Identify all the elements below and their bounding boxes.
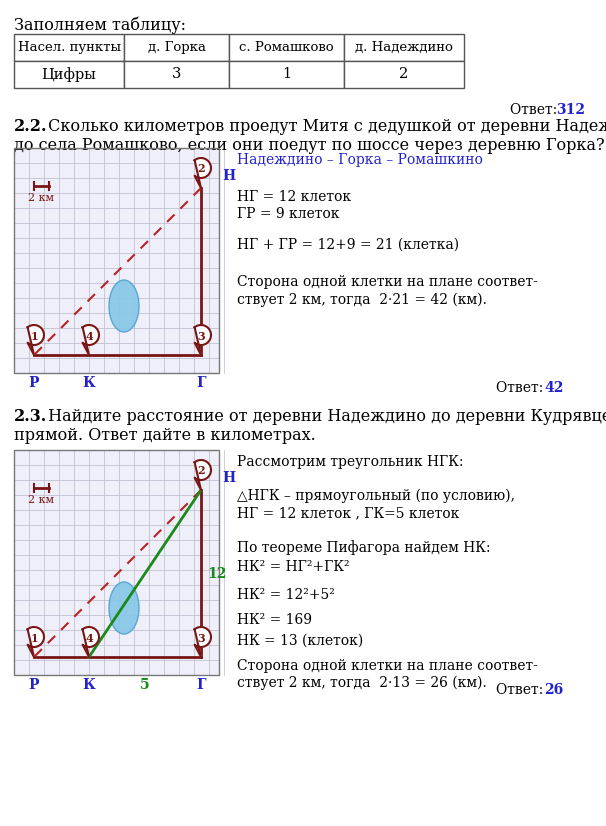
Polygon shape xyxy=(28,627,44,657)
Polygon shape xyxy=(195,460,211,490)
Text: 1: 1 xyxy=(30,330,38,341)
Text: ствует 2 км, тогда  2·13 = 26 (км).: ствует 2 км, тогда 2·13 = 26 (км). xyxy=(237,676,487,691)
Text: К: К xyxy=(82,376,95,390)
Polygon shape xyxy=(82,325,99,355)
Text: 2: 2 xyxy=(197,466,205,477)
Text: НГ = 12 клеток , ГК=5 клеток: НГ = 12 клеток , ГК=5 клеток xyxy=(237,506,459,520)
Text: с. Ромашково: с. Ромашково xyxy=(239,41,334,54)
Text: 42: 42 xyxy=(544,381,564,395)
Text: По теореме Пифагора найдем НК:: По теореме Пифагора найдем НК: xyxy=(237,540,490,555)
Text: 312: 312 xyxy=(556,103,585,117)
Text: Г: Г xyxy=(196,678,206,692)
Text: Надеждино – Горка – Ромашкино: Надеждино – Горка – Ромашкино xyxy=(237,153,483,167)
Text: Ответ:: Ответ: xyxy=(496,381,548,395)
Text: 2.3.: 2.3. xyxy=(14,408,47,425)
Text: до села Ромашково, если они поедут по шоссе через деревню Горка?: до села Ромашково, если они поедут по шо… xyxy=(14,137,605,154)
Text: ствует 2 км, тогда  2·21 = 42 (км).: ствует 2 км, тогда 2·21 = 42 (км). xyxy=(237,292,487,306)
Polygon shape xyxy=(28,325,44,355)
Text: 2: 2 xyxy=(197,164,205,174)
Text: Р: Р xyxy=(28,678,39,692)
Text: 12: 12 xyxy=(207,567,227,581)
Text: Н: Н xyxy=(222,169,235,183)
Text: △НГК – прямоугольный (по условию),: △НГК – прямоугольный (по условию), xyxy=(237,489,515,503)
Bar xyxy=(14,61,124,88)
Text: 2.2.: 2.2. xyxy=(14,118,47,135)
Polygon shape xyxy=(195,158,211,188)
Text: 26: 26 xyxy=(544,683,563,697)
Text: 5: 5 xyxy=(140,678,150,692)
Bar xyxy=(124,34,229,61)
Bar xyxy=(124,61,229,88)
Text: Р: Р xyxy=(28,376,39,390)
Bar xyxy=(344,34,464,61)
Text: Сколько километров проедут Митя с дедушкой от деревни Надеждино: Сколько километров проедут Митя с дедушк… xyxy=(43,118,606,135)
Text: 3: 3 xyxy=(172,68,181,82)
Polygon shape xyxy=(82,627,99,657)
Text: НК² = НГ²+ГК²: НК² = НГ²+ГК² xyxy=(237,560,350,574)
Text: Н: Н xyxy=(222,471,235,485)
Bar xyxy=(14,450,219,675)
Text: д. Горка: д. Горка xyxy=(147,41,205,54)
Polygon shape xyxy=(195,325,211,355)
Text: Сторона одной клетки на плане соответ-: Сторона одной клетки на плане соответ- xyxy=(237,659,538,673)
Bar xyxy=(14,34,124,61)
Text: ГР = 9 клеток: ГР = 9 клеток xyxy=(237,207,339,221)
Text: 2 км: 2 км xyxy=(28,495,55,505)
Text: 4: 4 xyxy=(85,330,93,341)
Text: 3: 3 xyxy=(197,633,205,643)
Text: НГ + ГР = 12+9 = 21 (клетка): НГ + ГР = 12+9 = 21 (клетка) xyxy=(237,238,459,252)
Text: 1: 1 xyxy=(282,68,291,82)
Text: 3: 3 xyxy=(197,330,205,341)
Polygon shape xyxy=(195,627,211,657)
Text: Найдите расстояние от деревни Надеждино до деревни Кудрявцево по: Найдите расстояние от деревни Надеждино … xyxy=(43,408,606,425)
Text: Цифры: Цифры xyxy=(42,67,96,82)
Text: НГ = 12 клеток: НГ = 12 клеток xyxy=(237,191,351,204)
Text: 2: 2 xyxy=(399,68,408,82)
Text: Заполняем таблицу:: Заполняем таблицу: xyxy=(14,16,186,34)
Bar xyxy=(229,34,344,61)
Text: прямой. Ответ дайте в километрах.: прямой. Ответ дайте в километрах. xyxy=(14,427,316,444)
Text: Насел. пункты: Насел. пункты xyxy=(18,41,121,54)
Ellipse shape xyxy=(109,280,139,332)
Text: 4: 4 xyxy=(85,633,93,643)
Text: Ответ:: Ответ: xyxy=(510,103,562,117)
Bar xyxy=(14,148,219,373)
Text: Ответ:: Ответ: xyxy=(496,683,548,697)
Text: д. Надеждино: д. Надеждино xyxy=(355,41,453,54)
Bar xyxy=(14,148,219,373)
Bar xyxy=(229,61,344,88)
Ellipse shape xyxy=(109,582,139,634)
Text: Рассмотрим треугольник НГК:: Рассмотрим треугольник НГК: xyxy=(237,455,464,469)
Text: 2 км: 2 км xyxy=(28,193,55,203)
Text: Сторона одной клетки на плане соответ-: Сторона одной клетки на плане соответ- xyxy=(237,275,538,289)
Text: НК² = 12²+5²: НК² = 12²+5² xyxy=(237,587,335,601)
Text: К: К xyxy=(82,678,95,692)
Bar xyxy=(344,61,464,88)
Text: НК = 13 (клеток): НК = 13 (клеток) xyxy=(237,634,363,648)
Text: 1: 1 xyxy=(30,633,38,643)
Bar xyxy=(14,450,219,675)
Text: Г: Г xyxy=(196,376,206,390)
Text: НК² = 169: НК² = 169 xyxy=(237,613,312,627)
